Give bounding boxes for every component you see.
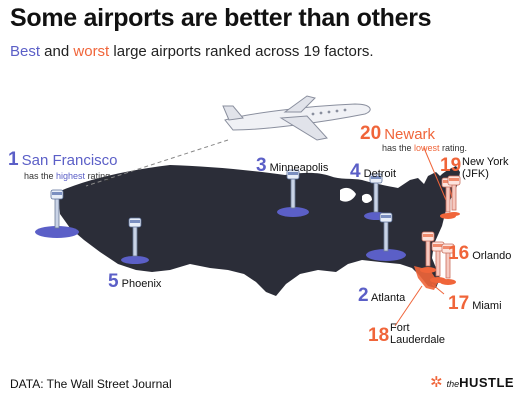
control-tower-icon: [420, 231, 436, 273]
subtitle-rest: large airports ranked across 19 factors.: [109, 43, 374, 60]
name-detroit: Detroit: [363, 168, 397, 180]
note-san-francisco: has the highest rating.: [24, 171, 113, 181]
label-minneapolis: 3 Minneapolis: [256, 156, 328, 175]
rank-newark: 20: [360, 123, 382, 144]
rank-phoenix: 5: [108, 271, 119, 292]
subtitle-best: Best: [10, 43, 41, 60]
hubspot-logo-icon: ✲: [430, 374, 443, 391]
label-detroit: 4 Detroit: [350, 162, 396, 181]
subtitle-worst: worst: [73, 43, 110, 60]
control-tower-icon: [366, 212, 406, 261]
rank-atlanta: 2: [358, 285, 369, 306]
label-miami: 17 Miami: [448, 294, 502, 313]
us-landmass: [58, 165, 460, 296]
label-newark: 20 Newark has the lowest rating.: [360, 123, 467, 153]
rank-miami: 17: [448, 293, 470, 314]
label-atlanta: 2 Atlanta: [358, 286, 405, 305]
page-subtitle: Best and worst large airports ranked acr…: [10, 43, 374, 60]
control-tower-icon: [121, 217, 149, 264]
page-title: Some airports are better than others: [10, 4, 432, 32]
subtitle-and: and: [40, 43, 74, 60]
rank-san-francisco: 1: [8, 149, 19, 170]
control-tower-icon: [447, 175, 461, 216]
name-san-francisco: San Francisco: [21, 152, 118, 169]
rank-minneapolis: 3: [256, 155, 267, 176]
name-miami: Miami: [472, 300, 502, 312]
name-fort-lauderdale: Fort Lauderdale: [390, 322, 446, 346]
brand-logo: ✲ theHUSTLE: [430, 374, 515, 391]
airplane-icon: [222, 95, 371, 141]
name-jfk: New York (JFK): [462, 156, 509, 180]
rank-jfk: 19: [440, 155, 462, 176]
control-tower-icon: [277, 169, 309, 217]
rank-fort-lauderdale: 18: [368, 325, 390, 346]
control-tower-icon: [440, 243, 456, 285]
name-atlanta: Atlanta: [371, 292, 406, 304]
label-san-francisco: 1 San Francisco has the highest rating.: [8, 149, 118, 181]
label-phoenix: 5 Phoenix: [108, 272, 161, 291]
name-newark: Newark: [384, 126, 436, 143]
name-phoenix: Phoenix: [121, 278, 162, 290]
source-credit: DATA: The Wall Street Journal: [10, 377, 172, 391]
note-newark: has the lowest rating.: [382, 143, 468, 153]
control-tower-icon: [35, 189, 79, 238]
rank-detroit: 4: [350, 161, 361, 182]
name-minneapolis: Minneapolis: [269, 162, 329, 174]
name-orlando: Orlando: [472, 250, 512, 262]
rank-orlando: 16: [448, 243, 470, 264]
label-orlando: 16 Orlando: [448, 244, 511, 263]
